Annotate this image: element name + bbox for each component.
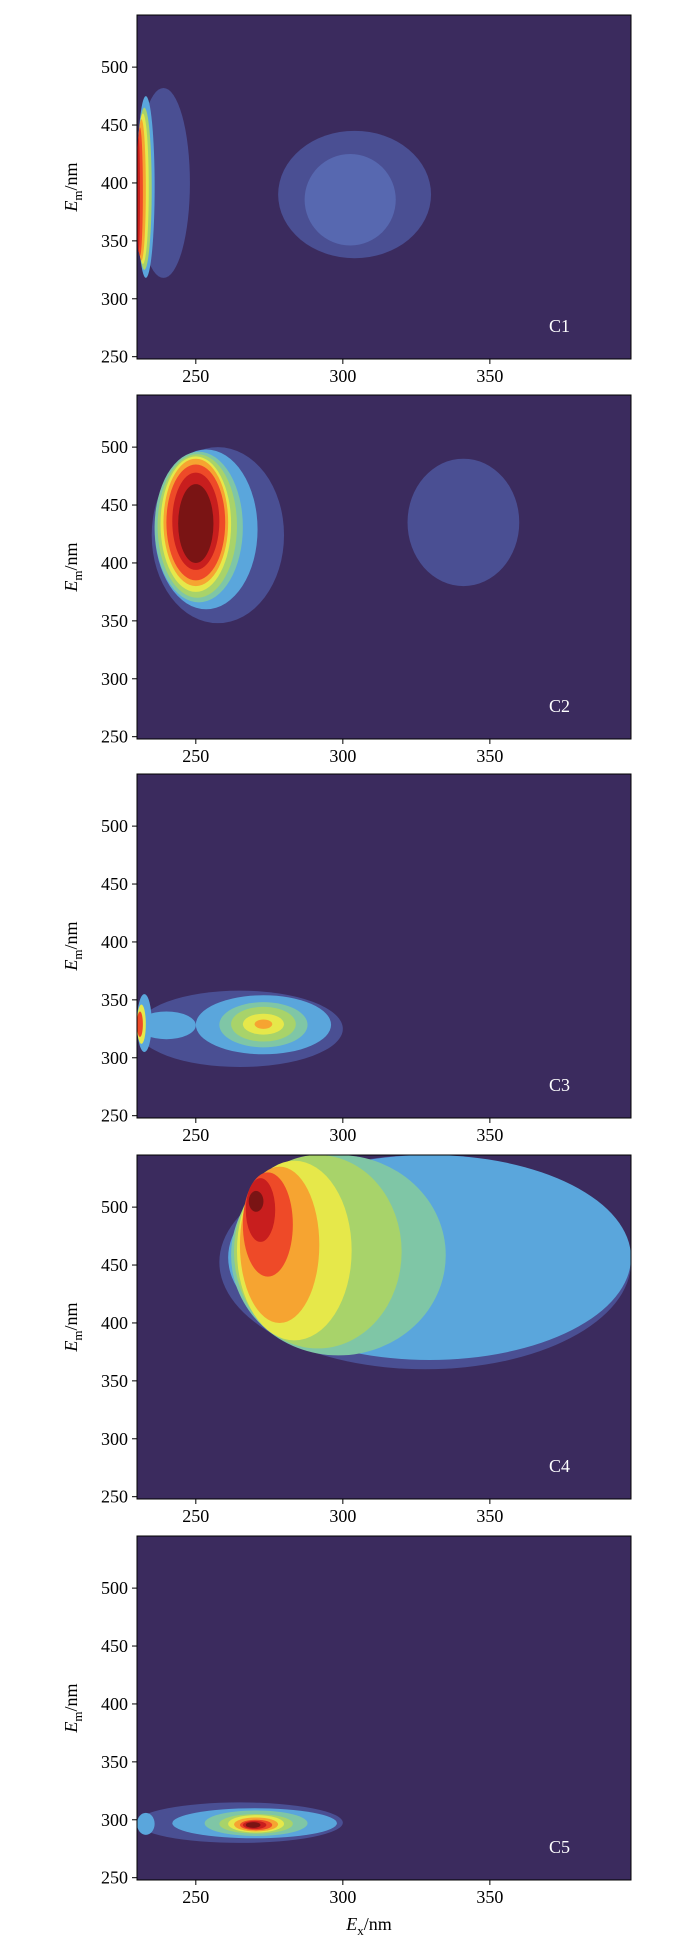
x-tick-label: 300 — [329, 1125, 356, 1145]
y-tick-label: 400 — [101, 1694, 128, 1714]
contour-region-level-9 — [245, 1178, 276, 1242]
x-tick-label: 350 — [476, 1506, 503, 1526]
x-tick-label: 250 — [182, 1506, 209, 1526]
contour-layer — [137, 1802, 343, 1843]
plot-frame — [136, 1154, 632, 1500]
x-tick-label: 350 — [476, 1887, 503, 1907]
x-tick-label: 250 — [182, 366, 209, 386]
contour-region-level-8 — [137, 1011, 143, 1037]
panel-label: C5 — [549, 1837, 570, 1857]
contour-region-level-1 — [407, 458, 520, 587]
contour-region-level-9 — [137, 136, 140, 253]
plot-background — [137, 774, 631, 1118]
y-tick-label: 350 — [101, 611, 128, 631]
y-tick-label: 350 — [101, 990, 128, 1010]
panel-label: C3 — [549, 1075, 570, 1095]
eem-panel-c2: 250 300 350 400 450 500 250 300 350 C2 Em/nm — [61, 394, 632, 766]
x-tick-label: 350 — [476, 366, 503, 386]
x-tick-label: 300 — [329, 366, 356, 386]
x-tick-label: 300 — [329, 1506, 356, 1526]
x-tick-label: 350 — [476, 1125, 503, 1145]
y-tick-label: 250 — [101, 1868, 128, 1888]
x-tick-label: 250 — [182, 1125, 209, 1145]
x-tick-label: 350 — [476, 746, 503, 766]
contour-region-level-3 — [137, 1011, 196, 1040]
contour-layer — [151, 447, 520, 624]
y-tick-label: 350 — [101, 231, 128, 251]
contour-region-level-10 — [178, 484, 214, 563]
x-tick-label: 300 — [329, 1887, 356, 1907]
contour-region-level-7 — [254, 1019, 273, 1029]
contour-layer — [137, 87, 432, 278]
y-tick-label: 450 — [101, 495, 128, 515]
eem-panel-c5: 250 300 350 400 450 500 250 300 350 C5 Em/nm Ex/nm — [61, 1535, 632, 1938]
y-tick-label: 500 — [101, 437, 128, 457]
y-tick-label: 400 — [101, 553, 128, 573]
contour-region-level-10 — [245, 1822, 261, 1828]
y-tick-label: 450 — [101, 1255, 128, 1275]
y-tick-label: 250 — [101, 1106, 128, 1126]
x-tick-label: 250 — [182, 1887, 209, 1907]
y-tick-label: 350 — [101, 1752, 128, 1772]
panel-label: C1 — [549, 316, 570, 336]
y-tick-label: 450 — [101, 1636, 128, 1656]
y-tick-label: 400 — [101, 1313, 128, 1333]
y-tick-label: 500 — [101, 1197, 128, 1217]
y-tick-label: 300 — [101, 1429, 128, 1449]
contour-region-level-10 — [248, 1190, 264, 1212]
eem-panel-c4: 250 300 350 400 450 500 250 300 350 C4 Em/nm — [61, 1154, 632, 1526]
y-axis-label: Em/nm — [61, 1683, 85, 1733]
y-tick-label: 300 — [101, 1048, 128, 1068]
y-axis-label: Em/nm — [61, 921, 85, 971]
y-tick-label: 500 — [101, 57, 128, 77]
y-tick-label: 350 — [101, 1371, 128, 1391]
contour-region-level-3 — [137, 1812, 155, 1835]
eem-panel-c3: 250 300 350 400 450 500 250 300 350 C3 Em/nm — [61, 773, 632, 1145]
contour-layer — [137, 990, 343, 1068]
contour-layer — [219, 1155, 631, 1370]
y-tick-label: 400 — [101, 173, 128, 193]
panel-label: C2 — [549, 696, 570, 716]
plot-frame — [136, 394, 632, 740]
plot-frame — [136, 14, 632, 360]
plot-frame — [136, 1535, 632, 1881]
y-axis-label: Em/nm — [61, 542, 85, 592]
y-axis-label: Em/nm — [61, 1302, 85, 1352]
contour-region-level-2 — [304, 153, 396, 246]
y-tick-label: 500 — [101, 1578, 128, 1598]
y-tick-label: 250 — [101, 347, 128, 367]
y-axis-label: Em/nm — [61, 162, 85, 212]
y-tick-label: 300 — [101, 669, 128, 689]
y-tick-label: 400 — [101, 932, 128, 952]
y-tick-label: 300 — [101, 1810, 128, 1830]
x-axis-label: Ex/nm — [345, 1914, 392, 1938]
y-tick-label: 450 — [101, 115, 128, 135]
y-tick-label: 300 — [101, 289, 128, 309]
x-tick-label: 250 — [182, 746, 209, 766]
y-tick-label: 250 — [101, 727, 128, 747]
eem-panel-c1: 250 300 350 400 450 500 250 300 350 C1 Em/nm — [61, 14, 632, 386]
plot-frame — [136, 773, 632, 1119]
y-tick-label: 250 — [101, 1487, 128, 1507]
y-tick-label: 450 — [101, 874, 128, 894]
y-tick-label: 500 — [101, 816, 128, 836]
panel-label: C4 — [549, 1456, 570, 1476]
x-tick-label: 300 — [329, 746, 356, 766]
